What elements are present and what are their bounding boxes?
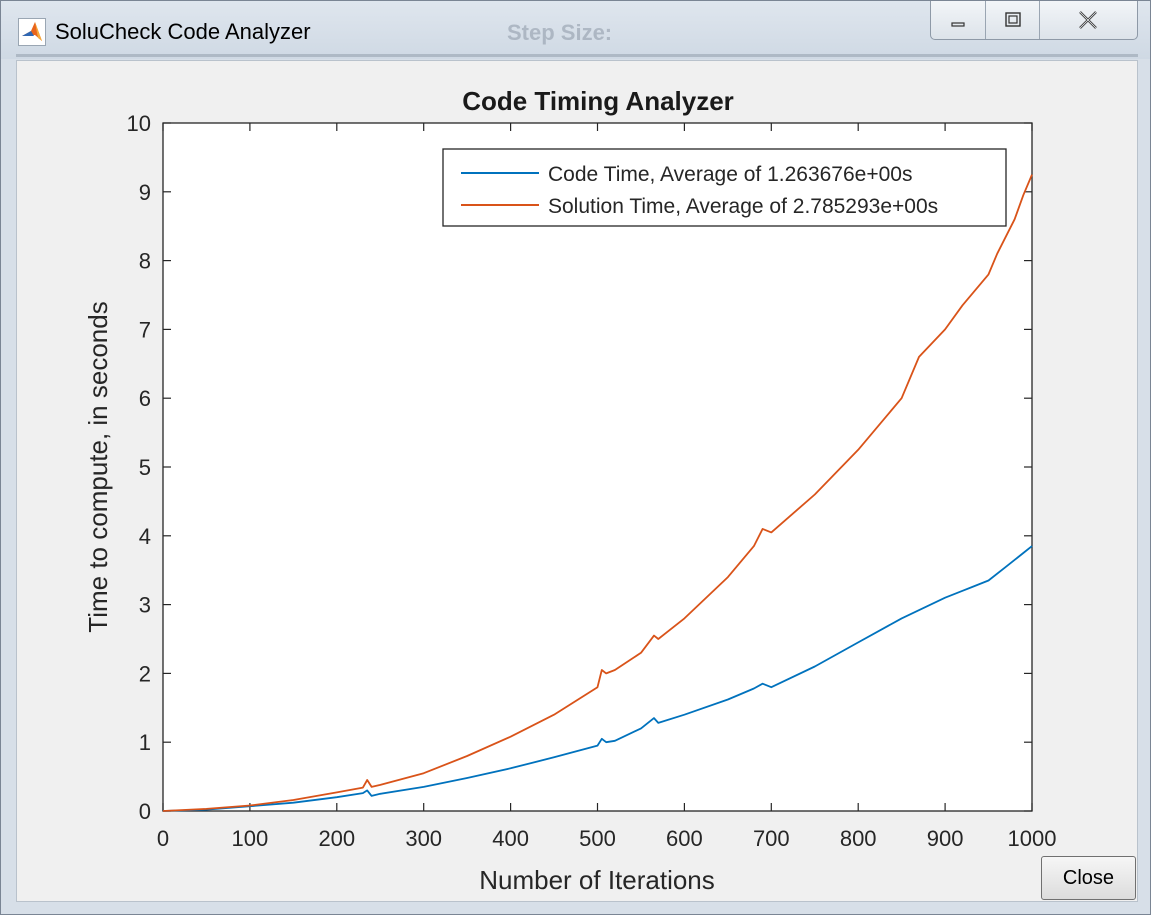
x-tick-label: 400 xyxy=(492,826,529,851)
y-tick-label: 7 xyxy=(139,317,151,342)
code-time-line xyxy=(162,545,1033,812)
maximize-button[interactable] xyxy=(986,1,1040,39)
y-tick-label: 0 xyxy=(139,799,151,824)
x-tick-label: 200 xyxy=(318,826,355,851)
minimize-button[interactable] xyxy=(931,1,987,39)
x-tick-label: 500 xyxy=(579,826,616,851)
x-tick-label: 1000 xyxy=(1008,826,1057,851)
y-tick-label: 3 xyxy=(139,593,151,618)
window-controls xyxy=(930,1,1138,40)
background-ghost-label: Step Size: xyxy=(507,20,613,45)
x-tick-label: 300 xyxy=(405,826,442,851)
title-separator xyxy=(16,54,1138,57)
title-bar[interactable]: SoluCheck Code Analyzer Step Size: xyxy=(1,1,1150,59)
legend-entry: Solution Time, Average of 2.785293e+00s xyxy=(548,195,938,218)
y-tick-label: 6 xyxy=(139,386,151,411)
close-icon xyxy=(1079,11,1098,29)
x-tick-label: 700 xyxy=(753,826,790,851)
x-axis-label: Number of Iterations xyxy=(479,865,715,895)
legend-entry: Code Time, Average of 1.263676e+00s xyxy=(548,163,912,186)
y-tick-label: 8 xyxy=(139,249,151,274)
solution-time-line xyxy=(162,174,1033,812)
x-tick-label: 800 xyxy=(840,826,877,851)
y-tick-label: 4 xyxy=(139,524,151,549)
legend-box xyxy=(442,148,1007,227)
close-button[interactable]: Close xyxy=(1041,856,1136,900)
x-tick-label: 900 xyxy=(927,826,964,851)
y-tick-label: 10 xyxy=(127,111,151,136)
x-tick-label: 0 xyxy=(157,826,169,851)
window-title: SoluCheck Code Analyzer xyxy=(55,19,311,44)
plot-area xyxy=(162,122,1033,812)
figure-client-area: Code Timing Analyzer 0 100 200 300 400 500 600… xyxy=(16,60,1138,902)
timing-chart: Code Timing Analyzer 0 100 200 300 400 500 600… xyxy=(83,86,1057,895)
close-window-button[interactable] xyxy=(1040,1,1137,39)
y-tick-label: 2 xyxy=(139,661,151,686)
maximize-icon xyxy=(1005,12,1021,27)
minimize-icon xyxy=(951,22,965,27)
matlab-icon xyxy=(18,18,46,46)
chart-title: Code Timing Analyzer xyxy=(462,86,734,116)
x-tick-label: 100 xyxy=(232,826,269,851)
y-axis-label: Time to compute, in seconds xyxy=(83,301,113,632)
y-tick-label: 5 xyxy=(139,455,151,480)
x-tick-label: 600 xyxy=(666,826,703,851)
y-tick-label: 9 xyxy=(139,180,151,205)
y-tick-label: 1 xyxy=(139,730,151,755)
